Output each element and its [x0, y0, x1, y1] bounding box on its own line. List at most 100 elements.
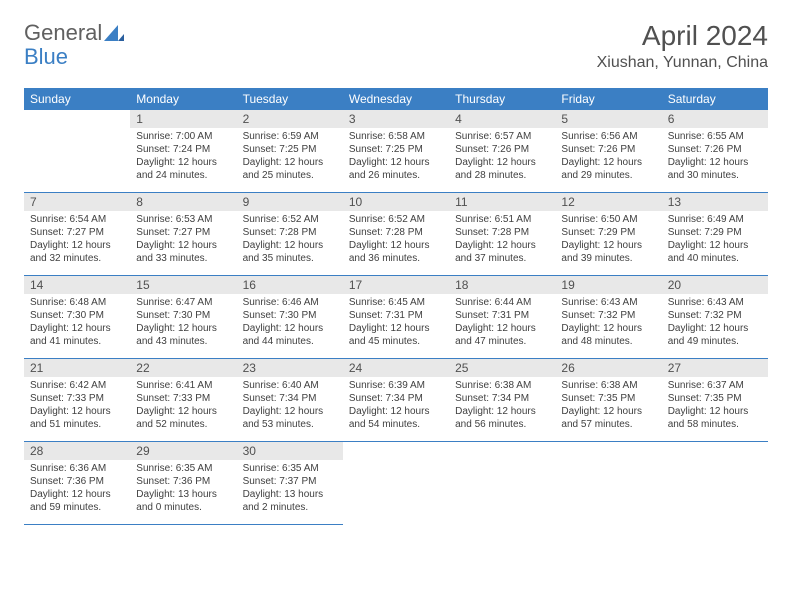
day-cell: 5Sunrise: 6:56 AMSunset: 7:26 PMDaylight… — [555, 110, 661, 193]
day-number: 19 — [555, 276, 661, 294]
sunrise-text: Sunrise: 6:43 AM — [668, 296, 762, 309]
sunrise-text: Sunrise: 6:51 AM — [455, 213, 549, 226]
day-number: 6 — [662, 110, 768, 128]
day-content: Sunrise: 6:56 AMSunset: 7:26 PMDaylight:… — [555, 128, 661, 184]
daylight-line1: Daylight: 12 hours — [668, 322, 762, 335]
day-cell: 18Sunrise: 6:44 AMSunset: 7:31 PMDayligh… — [449, 276, 555, 359]
day-cell: 20Sunrise: 6:43 AMSunset: 7:32 PMDayligh… — [662, 276, 768, 359]
sunset-text: Sunset: 7:29 PM — [561, 226, 655, 239]
sunset-text: Sunset: 7:35 PM — [668, 392, 762, 405]
day-number: 26 — [555, 359, 661, 377]
daylight-line2: and 33 minutes. — [136, 252, 230, 265]
sunrise-text: Sunrise: 6:53 AM — [136, 213, 230, 226]
daylight-line2: and 53 minutes. — [243, 418, 337, 431]
sunrise-text: Sunrise: 6:35 AM — [136, 462, 230, 475]
daylight-line1: Daylight: 12 hours — [668, 405, 762, 418]
day-cell: 7Sunrise: 6:54 AMSunset: 7:27 PMDaylight… — [24, 193, 130, 276]
day-content: Sunrise: 6:43 AMSunset: 7:32 PMDaylight:… — [555, 294, 661, 350]
day-cell: 8Sunrise: 6:53 AMSunset: 7:27 PMDaylight… — [130, 193, 236, 276]
daylight-line2: and 48 minutes. — [561, 335, 655, 348]
day-number: 18 — [449, 276, 555, 294]
daylight-line1: Daylight: 13 hours — [243, 488, 337, 501]
day-cell: 13Sunrise: 6:49 AMSunset: 7:29 PMDayligh… — [662, 193, 768, 276]
day-cell: 6Sunrise: 6:55 AMSunset: 7:26 PMDaylight… — [662, 110, 768, 193]
calendar-page: General April 2024 Xiushan, Yunnan, Chin… — [0, 0, 792, 545]
day-cell: 4Sunrise: 6:57 AMSunset: 7:26 PMDaylight… — [449, 110, 555, 193]
daylight-line2: and 58 minutes. — [668, 418, 762, 431]
daylight-line1: Daylight: 12 hours — [349, 322, 443, 335]
day-number: 7 — [24, 193, 130, 211]
day-cell: 30Sunrise: 6:35 AMSunset: 7:37 PMDayligh… — [237, 442, 343, 525]
day-number: 8 — [130, 193, 236, 211]
day-number: 14 — [24, 276, 130, 294]
sunset-text: Sunset: 7:31 PM — [349, 309, 443, 322]
day-number: 24 — [343, 359, 449, 377]
logo-triangle-icon — [104, 25, 124, 41]
day-cell: 23Sunrise: 6:40 AMSunset: 7:34 PMDayligh… — [237, 359, 343, 442]
sunset-text: Sunset: 7:32 PM — [668, 309, 762, 322]
day-content: Sunrise: 6:47 AMSunset: 7:30 PMDaylight:… — [130, 294, 236, 350]
day-cell: 27Sunrise: 6:37 AMSunset: 7:35 PMDayligh… — [662, 359, 768, 442]
sunset-text: Sunset: 7:34 PM — [349, 392, 443, 405]
day-cell: 2Sunrise: 6:59 AMSunset: 7:25 PMDaylight… — [237, 110, 343, 193]
calendar-table: Sunday Monday Tuesday Wednesday Thursday… — [24, 88, 768, 525]
empty-cell — [449, 442, 555, 525]
weekday-saturday: Saturday — [662, 88, 768, 110]
sunrise-text: Sunrise: 6:47 AM — [136, 296, 230, 309]
daylight-line1: Daylight: 13 hours — [136, 488, 230, 501]
sunrise-text: Sunrise: 6:46 AM — [243, 296, 337, 309]
sunset-text: Sunset: 7:26 PM — [668, 143, 762, 156]
sunset-text: Sunset: 7:25 PM — [349, 143, 443, 156]
day-number: 27 — [662, 359, 768, 377]
daylight-line1: Daylight: 12 hours — [136, 322, 230, 335]
sunset-text: Sunset: 7:30 PM — [243, 309, 337, 322]
sunset-text: Sunset: 7:26 PM — [561, 143, 655, 156]
sunset-text: Sunset: 7:34 PM — [243, 392, 337, 405]
day-content: Sunrise: 6:43 AMSunset: 7:32 PMDaylight:… — [662, 294, 768, 350]
sunrise-text: Sunrise: 6:50 AM — [561, 213, 655, 226]
sunrise-text: Sunrise: 6:44 AM — [455, 296, 549, 309]
day-cell: 15Sunrise: 6:47 AMSunset: 7:30 PMDayligh… — [130, 276, 236, 359]
daylight-line1: Daylight: 12 hours — [455, 322, 549, 335]
daylight-line1: Daylight: 12 hours — [243, 322, 337, 335]
day-content: Sunrise: 6:54 AMSunset: 7:27 PMDaylight:… — [24, 211, 130, 267]
day-number: 5 — [555, 110, 661, 128]
day-number: 15 — [130, 276, 236, 294]
day-cell: 25Sunrise: 6:38 AMSunset: 7:34 PMDayligh… — [449, 359, 555, 442]
day-number: 23 — [237, 359, 343, 377]
day-content: Sunrise: 6:46 AMSunset: 7:30 PMDaylight:… — [237, 294, 343, 350]
day-cell: 10Sunrise: 6:52 AMSunset: 7:28 PMDayligh… — [343, 193, 449, 276]
day-content: Sunrise: 6:55 AMSunset: 7:26 PMDaylight:… — [662, 128, 768, 184]
sunset-text: Sunset: 7:27 PM — [136, 226, 230, 239]
day-content: Sunrise: 6:50 AMSunset: 7:29 PMDaylight:… — [555, 211, 661, 267]
calendar-week-row: 21Sunrise: 6:42 AMSunset: 7:33 PMDayligh… — [24, 359, 768, 442]
calendar-body: 1Sunrise: 7:00 AMSunset: 7:24 PMDaylight… — [24, 110, 768, 525]
day-cell: 21Sunrise: 6:42 AMSunset: 7:33 PMDayligh… — [24, 359, 130, 442]
day-cell: 22Sunrise: 6:41 AMSunset: 7:33 PMDayligh… — [130, 359, 236, 442]
daylight-line1: Daylight: 12 hours — [668, 156, 762, 169]
sunrise-text: Sunrise: 6:59 AM — [243, 130, 337, 143]
sunrise-text: Sunrise: 6:52 AM — [243, 213, 337, 226]
day-cell: 26Sunrise: 6:38 AMSunset: 7:35 PMDayligh… — [555, 359, 661, 442]
day-number: 16 — [237, 276, 343, 294]
sunset-text: Sunset: 7:26 PM — [455, 143, 549, 156]
day-content: Sunrise: 6:57 AMSunset: 7:26 PMDaylight:… — [449, 128, 555, 184]
sunset-text: Sunset: 7:37 PM — [243, 475, 337, 488]
day-content: Sunrise: 6:49 AMSunset: 7:29 PMDaylight:… — [662, 211, 768, 267]
day-content: Sunrise: 6:38 AMSunset: 7:34 PMDaylight:… — [449, 377, 555, 433]
sunrise-text: Sunrise: 6:58 AM — [349, 130, 443, 143]
location: Xiushan, Yunnan, China — [597, 54, 768, 72]
sunset-text: Sunset: 7:25 PM — [243, 143, 337, 156]
sunrise-text: Sunrise: 6:36 AM — [30, 462, 124, 475]
sunset-text: Sunset: 7:30 PM — [30, 309, 124, 322]
day-content: Sunrise: 6:42 AMSunset: 7:33 PMDaylight:… — [24, 377, 130, 433]
daylight-line2: and 28 minutes. — [455, 169, 549, 182]
day-content: Sunrise: 6:53 AMSunset: 7:27 PMDaylight:… — [130, 211, 236, 267]
sunrise-text: Sunrise: 7:00 AM — [136, 130, 230, 143]
weekday-wednesday: Wednesday — [343, 88, 449, 110]
day-number: 4 — [449, 110, 555, 128]
day-content: Sunrise: 7:00 AMSunset: 7:24 PMDaylight:… — [130, 128, 236, 184]
day-content: Sunrise: 6:37 AMSunset: 7:35 PMDaylight:… — [662, 377, 768, 433]
daylight-line2: and 32 minutes. — [30, 252, 124, 265]
daylight-line2: and 37 minutes. — [455, 252, 549, 265]
